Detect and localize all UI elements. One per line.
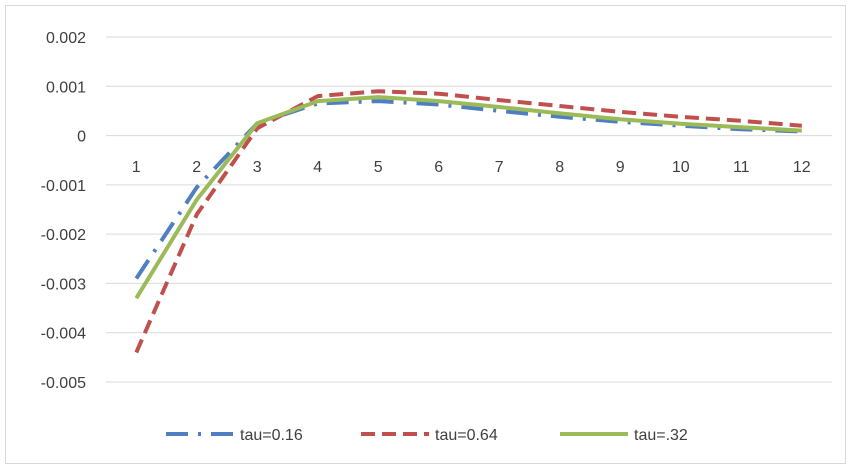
x-tick-label: 1 [132, 159, 141, 176]
series-line-tau-32 [134, 95, 802, 300]
x-tick-label: 12 [793, 159, 811, 176]
legend-label: tau=0.64 [435, 427, 498, 444]
x-tick-label: 10 [672, 159, 690, 176]
x-tick-label: 11 [733, 159, 750, 176]
y-tick-label: 0.002 [46, 30, 86, 47]
x-tick-label: 5 [374, 159, 383, 176]
chart-area: 0.002 0.001 0 -0.001 -0.002 -0.003 -0.004 -0.00… [5, 5, 846, 464]
x-tick-label: 4 [313, 159, 322, 176]
y-tick-label: -0.001 [41, 178, 86, 195]
y-tick-label: -0.003 [41, 276, 86, 293]
x-tick-label: 7 [495, 159, 504, 176]
legend-label: tau=0.16 [240, 427, 303, 444]
y-tick-label: 0 [77, 129, 86, 146]
gridlines [106, 36, 832, 383]
x-tick-label: 9 [616, 159, 625, 176]
x-tick-label: 2 [192, 159, 201, 176]
line-chart: 0.002 0.001 0 -0.001 -0.002 -0.003 -0.004 -0.00… [41, 30, 832, 444]
x-tick-label: 3 [253, 159, 262, 176]
y-tick-label: -0.002 [41, 227, 86, 244]
series-line-tau-0-16 [134, 99, 802, 280]
y-tick-label: 0.001 [46, 79, 86, 96]
y-tick-label: -0.005 [41, 375, 86, 392]
series-lines [134, 89, 802, 354]
y-axis-tick-labels: 0.002 0.001 0 -0.001 -0.002 -0.003 -0.004 -0.00… [41, 30, 86, 392]
series-line-tau-0-64 [134, 89, 802, 354]
x-axis-tick-labels: 1 2 3 4 5 6 7 8 9 10 11 12 [132, 159, 811, 176]
x-tick-label: 6 [434, 159, 443, 176]
legend: tau=0.16 tau=0.64 tau=.32 [166, 427, 688, 444]
y-tick-label: -0.004 [41, 326, 86, 343]
legend-label: tau=.32 [634, 427, 688, 444]
x-tick-label: 8 [555, 159, 564, 176]
